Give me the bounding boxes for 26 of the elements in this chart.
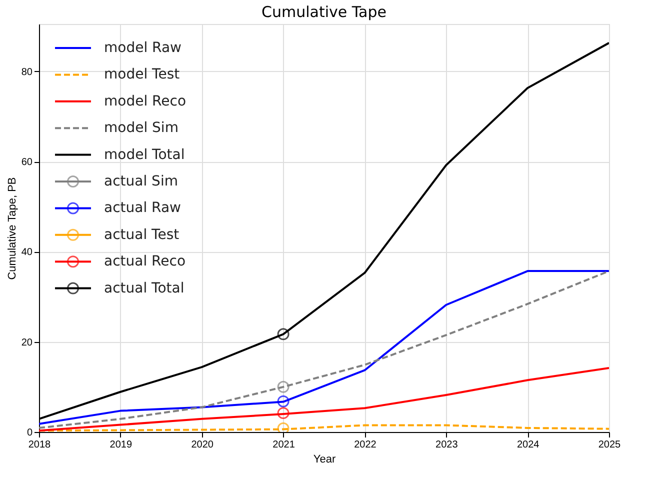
legend-label: actual Sim <box>104 174 178 190</box>
y-tick-label: 0 <box>26 428 33 438</box>
x-tick-label: 2019 <box>110 440 132 450</box>
legend-label: model Test <box>104 66 180 83</box>
x-axis-title: Year <box>313 454 336 466</box>
y-tick-label: 80 <box>21 66 33 78</box>
x-tick-label: 2025 <box>598 440 622 450</box>
y-tick-label: 20 <box>21 337 33 348</box>
chart-title: Cumulative Tape <box>261 3 387 21</box>
legend-label: actual Raw <box>104 200 182 216</box>
x-tick-label: 2022 <box>354 440 377 450</box>
y-axis-title: Cumulative Tape, PB <box>6 177 18 280</box>
x-tick-label: 2023 <box>436 440 458 450</box>
legend-label: model Sim <box>104 120 178 136</box>
legend-label: actual Reco <box>104 254 186 270</box>
x-tick-label: 2018 <box>28 440 52 450</box>
x-tick-label: 2021 <box>272 440 296 450</box>
legend-label: model Reco <box>104 93 186 110</box>
legend-label: model Total <box>104 146 185 163</box>
y-tick-label: 60 <box>21 157 33 168</box>
legend-label: model Raw <box>104 40 182 56</box>
x-tick-label: 2024 <box>516 440 540 450</box>
y-tick-label: 40 <box>21 247 33 258</box>
legend-label: actual Total <box>104 280 184 296</box>
legend-label: actual Test <box>104 226 180 243</box>
x-tick-label: 2020 <box>191 440 214 450</box>
